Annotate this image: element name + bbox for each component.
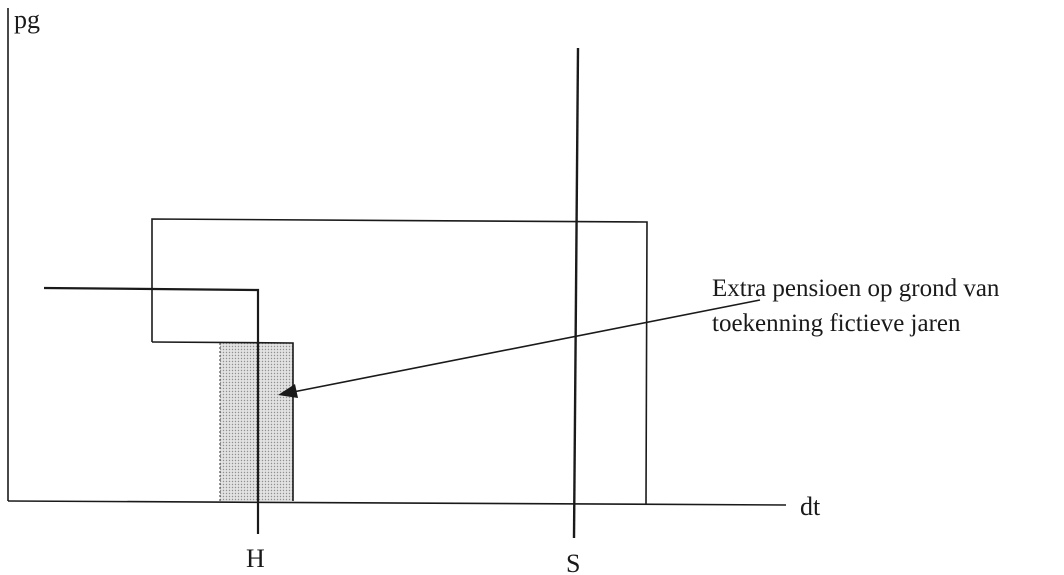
annotation-line-1: Extra pensioen op grond van	[712, 275, 1000, 302]
annotation-arrow-head	[278, 384, 298, 398]
annotation-arrow-line	[287, 299, 761, 394]
h-marker-label: H	[246, 544, 265, 573]
x-axis-label: dt	[800, 492, 821, 521]
annotation-line-2: toekenning fictieve jaren	[712, 310, 961, 337]
h-step-line	[43, 286, 260, 534]
y-axis-label: pg	[14, 5, 40, 34]
extra-pension-border	[151, 341, 294, 501]
s-vertical-line	[572, 47, 580, 539]
pension-outline	[151, 218, 648, 505]
x-axis	[7, 500, 787, 506]
extra-pension-area	[220, 343, 293, 501]
s-marker-label: S	[566, 549, 580, 575]
